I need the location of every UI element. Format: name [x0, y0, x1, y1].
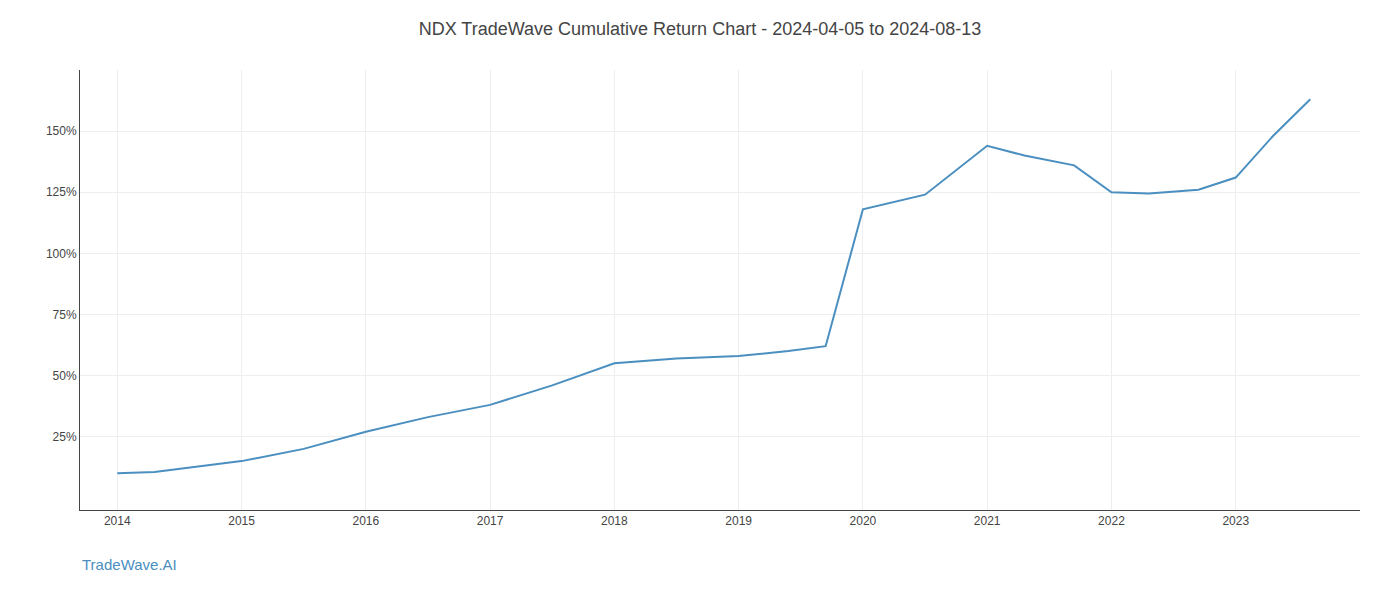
svg-text:2017: 2017	[477, 514, 504, 528]
svg-text:NDX TradeWave Cumulative Retur: NDX TradeWave Cumulative Return Chart - …	[419, 19, 982, 39]
svg-text:150%: 150%	[46, 124, 77, 138]
svg-text:2018: 2018	[601, 514, 628, 528]
svg-text:2016: 2016	[352, 514, 379, 528]
svg-text:2022: 2022	[1098, 514, 1125, 528]
svg-text:100%: 100%	[46, 247, 77, 261]
svg-text:2015: 2015	[228, 514, 255, 528]
svg-text:TradeWave.AI: TradeWave.AI	[82, 556, 177, 573]
svg-text:2019: 2019	[725, 514, 752, 528]
svg-text:50%: 50%	[53, 369, 77, 383]
svg-text:25%: 25%	[53, 430, 77, 444]
svg-text:2023: 2023	[1222, 514, 1249, 528]
svg-text:75%: 75%	[53, 308, 77, 322]
svg-text:125%: 125%	[46, 185, 77, 199]
svg-text:2020: 2020	[850, 514, 877, 528]
svg-text:2021: 2021	[974, 514, 1001, 528]
svg-text:2014: 2014	[104, 514, 131, 528]
